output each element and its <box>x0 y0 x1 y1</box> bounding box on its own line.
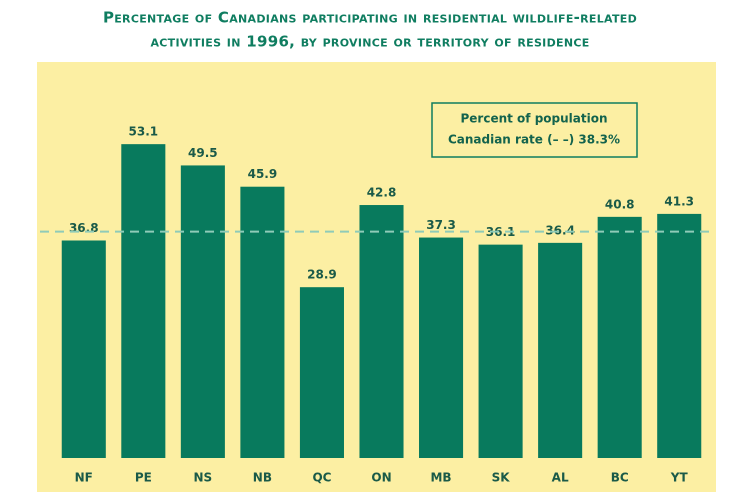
x-tick-label: PE <box>135 471 152 485</box>
data-label: 41.3 <box>664 194 694 208</box>
legend-title: Percent of population <box>460 112 607 126</box>
bar <box>240 186 285 458</box>
bar <box>299 287 344 458</box>
legend-box <box>431 102 638 158</box>
bar <box>657 213 702 458</box>
x-tick-label: NB <box>253 471 272 485</box>
x-tick-label: NS <box>194 471 213 485</box>
data-label: 36.8 <box>69 221 99 235</box>
x-tick-label: BC <box>611 471 629 485</box>
x-tick-label: YT <box>670 471 689 485</box>
data-label: 45.9 <box>248 167 278 181</box>
data-label: 42.8 <box>367 186 397 200</box>
data-label: 53.1 <box>129 125 159 139</box>
bar <box>121 144 166 459</box>
data-label: 49.5 <box>188 146 218 160</box>
data-label: 28.9 <box>307 268 337 282</box>
bar <box>597 216 642 458</box>
x-tick-label: MB <box>430 471 451 485</box>
x-tick-label: ON <box>371 471 391 485</box>
bar <box>180 165 225 458</box>
chart-title: Percentage of Canadians participating in… <box>103 9 637 27</box>
bar <box>61 240 106 458</box>
x-tick-label: SK <box>492 471 511 485</box>
reference-label: Canadian rate (– –) 38.3% <box>448 133 620 147</box>
bar <box>419 237 464 458</box>
bar <box>538 242 583 458</box>
chart-title: activities in 1996, by province or terri… <box>150 33 589 51</box>
x-tick-label: AL <box>552 471 569 485</box>
data-label: 40.8 <box>605 197 635 211</box>
bar <box>359 205 404 458</box>
data-label: 37.3 <box>426 218 456 232</box>
x-tick-label: QC <box>312 471 331 485</box>
x-tick-label: NF <box>75 471 93 485</box>
data-label: 36.4 <box>545 223 575 237</box>
bar <box>478 244 523 458</box>
data-label: 36.1 <box>486 225 516 239</box>
